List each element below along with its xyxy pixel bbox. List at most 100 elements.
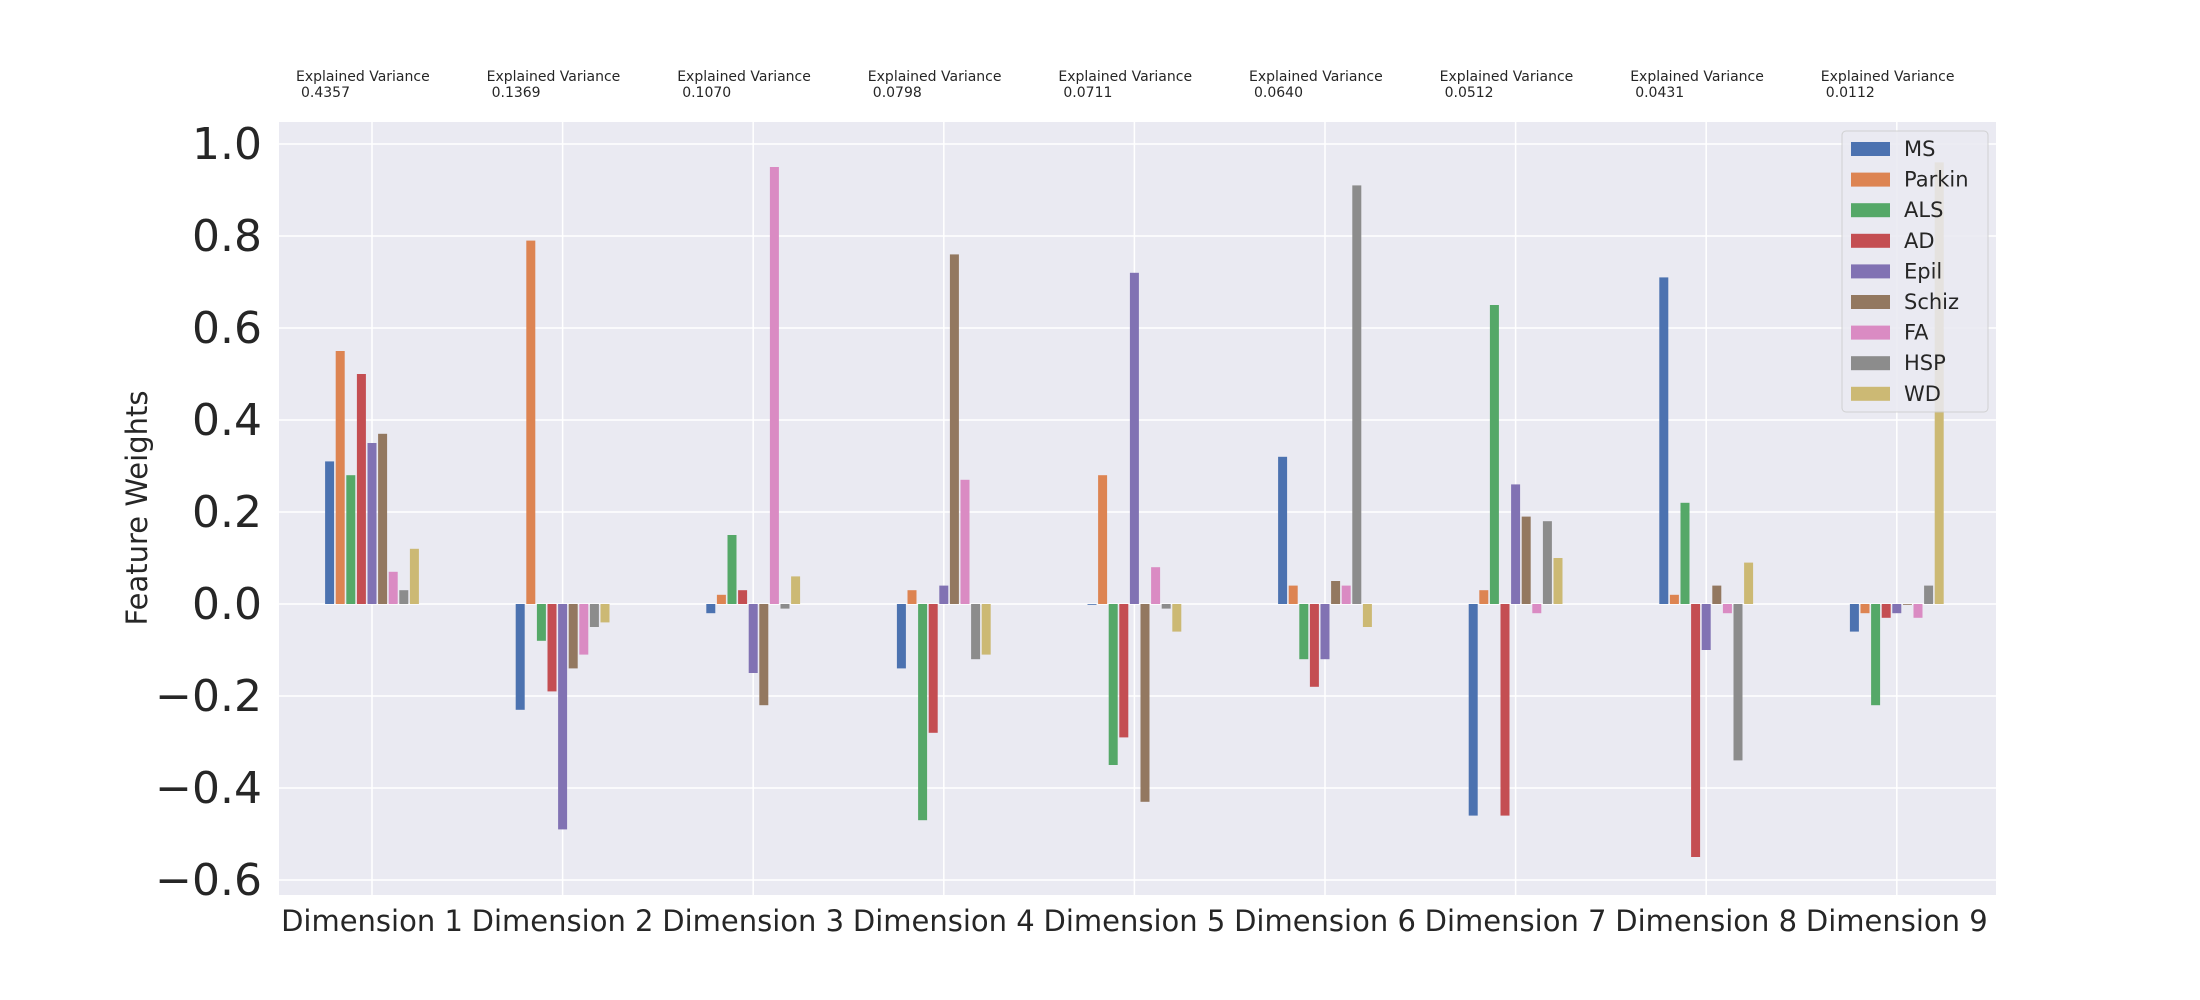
explained-variance-heading: Explained Variance <box>1440 69 1574 85</box>
y-tick-label: 0.4 <box>192 395 262 446</box>
explained-variance-heading: Explained Variance <box>296 69 430 85</box>
bar-epil <box>939 585 949 604</box>
bar-hsp <box>1733 604 1743 761</box>
y-tick-label: 0.8 <box>192 211 262 262</box>
bar-schiz <box>1140 604 1150 802</box>
bar-epil <box>1320 604 1330 660</box>
bar-schiz <box>1902 604 1912 605</box>
bar-ad <box>1881 604 1891 618</box>
bar-wd <box>1744 562 1754 604</box>
bar-ad <box>356 374 366 604</box>
bar-als <box>346 475 356 604</box>
explained-variance-value: 0.0798 <box>873 85 922 101</box>
y-tick-label: 1.0 <box>192 119 262 170</box>
bar-schiz <box>1712 585 1722 604</box>
bar-epil <box>1129 272 1139 604</box>
explained-variance-heading: Explained Variance <box>1058 69 1192 85</box>
bar-fa <box>388 571 398 604</box>
bar-epil <box>748 604 758 673</box>
bar-epil <box>1511 484 1521 604</box>
bar-hsp <box>1161 604 1171 609</box>
bar-ad <box>928 604 938 733</box>
explained-variance-value: 0.0711 <box>1063 85 1112 101</box>
bar-ms <box>1659 277 1669 604</box>
bar-hsp <box>589 604 599 627</box>
bar-fa <box>1913 604 1923 618</box>
bar-ms <box>1468 604 1478 816</box>
bar-ad <box>547 604 557 692</box>
legend-label-parkin: Parkin <box>1904 168 1969 192</box>
bar-als <box>1680 502 1690 604</box>
bar-epil <box>367 443 377 604</box>
bar-fa <box>579 604 589 655</box>
bar-epil <box>558 604 568 830</box>
bar-ms <box>1849 604 1859 632</box>
bar-fa <box>769 167 779 604</box>
x-tick-label: Dimension 4 <box>853 904 1035 938</box>
legend-swatch-schiz <box>1851 295 1890 309</box>
legend-swatch-parkin <box>1851 172 1890 187</box>
explained-variance-value: 0.0512 <box>1445 85 1494 101</box>
legend-box <box>1841 130 1989 413</box>
bar-hsp <box>1542 521 1552 604</box>
bar-wd <box>1362 604 1372 627</box>
y-tick-label: −0.6 <box>155 855 262 906</box>
bar-parkin <box>526 240 536 604</box>
explained-variance-value: 0.0112 <box>1826 85 1875 101</box>
legend-label-epil: Epil <box>1904 259 1942 283</box>
bar-als <box>1871 604 1881 706</box>
bar-ms <box>515 604 525 710</box>
bar-parkin <box>716 594 726 604</box>
explained-variance-value: 0.4357 <box>301 85 350 101</box>
x-tick-label: Dimension 7 <box>1425 904 1607 938</box>
bar-fa <box>1532 604 1542 614</box>
explained-variance-heading: Explained Variance <box>868 69 1002 85</box>
legend-label-ms: MS <box>1904 137 1935 161</box>
explained-variance-heading: Explained Variance <box>1821 69 1955 85</box>
bar-fa <box>960 479 970 604</box>
bar-schiz <box>568 604 578 669</box>
legend-label-ad: AD <box>1904 229 1935 253</box>
legend-label-wd: WD <box>1904 382 1941 406</box>
bar-parkin <box>1288 585 1298 604</box>
legend-swatch-epil <box>1851 264 1890 279</box>
bar-schiz <box>378 433 388 604</box>
legend-label-als: ALS <box>1904 198 1943 222</box>
bar-parkin <box>1669 594 1679 604</box>
bar-ms <box>896 604 906 669</box>
legend-swatch-ad <box>1851 233 1890 248</box>
explained-variance-heading: Explained Variance <box>487 69 621 85</box>
legend-label-schiz: Schiz <box>1904 290 1959 314</box>
bar-fa <box>1722 604 1732 614</box>
bar-hsp <box>971 604 981 660</box>
legend-items: MS Parkin ALS AD Epil Schiz FA HSP WD <box>1851 137 1969 406</box>
bar-als <box>918 604 928 821</box>
bar-epil <box>1701 604 1711 650</box>
bar-epil <box>1892 604 1902 614</box>
explained-variance-heading: Explained Variance <box>1249 69 1383 85</box>
bar-als <box>1489 305 1499 604</box>
x-tick-label: Dimension 3 <box>662 904 844 938</box>
y-axis-label: Feature Weights <box>120 391 154 626</box>
bar-parkin <box>1860 604 1870 614</box>
explained-variance-heading: Explained Variance <box>677 69 811 85</box>
bar-ms <box>706 604 716 614</box>
bar-wd <box>791 576 801 604</box>
legend-label-fa: FA <box>1904 321 1929 345</box>
bar-schiz <box>949 254 959 604</box>
bar-ad <box>1309 604 1319 687</box>
bar-ad <box>1119 604 1129 738</box>
explained-variance-value: 0.1369 <box>492 85 541 101</box>
y-tick-labels: 1.0 0.8 0.6 0.4 0.2 0.0 −0.2 −0.4 −0.6 <box>155 119 262 906</box>
bar-als <box>1108 604 1118 765</box>
bar-schiz <box>759 604 769 706</box>
bar-schiz <box>1331 581 1341 604</box>
legend-swatch-fa <box>1851 325 1890 340</box>
legend-label-hsp: HSP <box>1904 351 1946 375</box>
explained-variance-value: 0.1070 <box>682 85 731 101</box>
bar-hsp <box>399 590 409 604</box>
y-tick-label: −0.2 <box>155 671 262 722</box>
bar-parkin <box>907 590 917 604</box>
